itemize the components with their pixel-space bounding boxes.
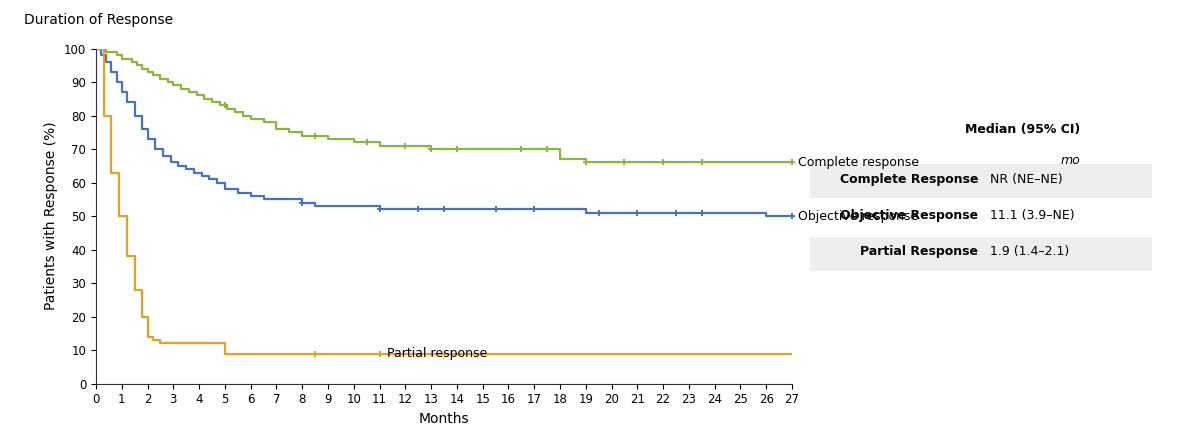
Text: mo: mo [1061, 154, 1080, 167]
Text: Median (95% CI): Median (95% CI) [965, 123, 1080, 136]
Y-axis label: Patients with Response (%): Patients with Response (%) [44, 122, 59, 310]
Text: 1.9 (1.4–2.1): 1.9 (1.4–2.1) [990, 245, 1069, 258]
X-axis label: Months: Months [419, 412, 469, 426]
Text: Duration of Response: Duration of Response [24, 13, 173, 27]
Text: Objective response: Objective response [798, 209, 918, 223]
Text: Objective Response: Objective Response [840, 209, 978, 222]
Text: 11.1 (3.9–NE): 11.1 (3.9–NE) [990, 209, 1075, 222]
Text: Partial Response: Partial Response [860, 245, 978, 258]
Text: Complete response: Complete response [798, 156, 919, 169]
Text: Partial response: Partial response [388, 347, 487, 360]
Text: Complete Response: Complete Response [840, 173, 978, 186]
Text: NR (NE–NE): NR (NE–NE) [990, 173, 1063, 186]
